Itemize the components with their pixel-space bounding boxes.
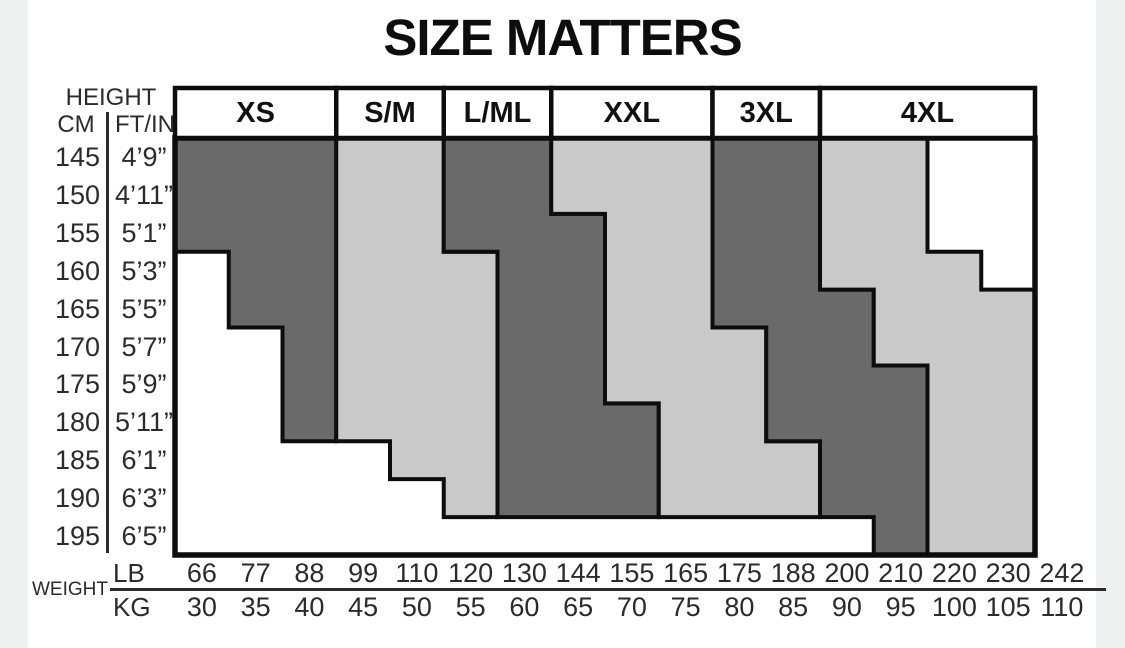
height-ftin-value: 6’5” bbox=[121, 521, 167, 552]
weight-kg-value: 65 bbox=[563, 592, 594, 622]
weight-kg-value: 45 bbox=[348, 592, 379, 622]
height-ftin-value: 6’1” bbox=[121, 445, 167, 476]
height-axis-label: HEIGHT bbox=[65, 84, 157, 111]
height-cm-value: 195 bbox=[54, 521, 100, 552]
weight-lb-value: 144 bbox=[555, 558, 601, 588]
weight-lb-value: 120 bbox=[448, 558, 494, 588]
weight-kg-value: 30 bbox=[186, 592, 217, 622]
weight-kg-value: 40 bbox=[294, 592, 325, 622]
weight-lb-value: 165 bbox=[663, 558, 709, 588]
size-header-cell-4XL bbox=[817, 85, 1038, 141]
weight-lb-value: 155 bbox=[609, 558, 655, 588]
size-header-label-3XL: 3XL bbox=[739, 97, 793, 129]
weight-kg-value: 35 bbox=[240, 592, 271, 622]
height-cm-value: 160 bbox=[54, 255, 100, 286]
size-header-label-L-ML: L/ML bbox=[463, 97, 532, 129]
weight-lb-value: 188 bbox=[770, 558, 816, 588]
weight-lb-value: 175 bbox=[716, 558, 762, 588]
weight-kg-value: 85 bbox=[778, 592, 809, 622]
weight-kg-value: 105 bbox=[985, 592, 1031, 622]
weight-lb-value: 220 bbox=[931, 558, 977, 588]
kg-unit-label: KG bbox=[113, 592, 151, 622]
weight-lb-value: 200 bbox=[824, 558, 870, 588]
height-ftin-value: 6’3” bbox=[121, 483, 167, 514]
height-ftin-value: 5’3” bbox=[121, 255, 167, 286]
weight-kg-value: 90 bbox=[831, 592, 862, 622]
page-edge-strip-right bbox=[1096, 0, 1125, 648]
lb-unit-label: LB bbox=[113, 558, 145, 588]
height-ftin-value: 5’7” bbox=[121, 331, 167, 362]
weight-lb-value: 210 bbox=[878, 558, 924, 588]
height-cm-value: 175 bbox=[54, 369, 100, 400]
weight-kg-value: 55 bbox=[455, 592, 486, 622]
cm-unit-label: CM bbox=[57, 111, 95, 138]
weight-axis-label: WEIGHT bbox=[32, 579, 108, 600]
height-cm-value: 185 bbox=[54, 445, 100, 476]
weight-lb-value: 88 bbox=[294, 558, 325, 588]
height-ftin-value: 5’5” bbox=[121, 293, 167, 324]
weight-lb-value: 66 bbox=[186, 558, 217, 588]
height-cm-value: 155 bbox=[54, 217, 100, 248]
weight-kg-value: 50 bbox=[401, 592, 432, 622]
height-ftin-value: 4’9” bbox=[121, 141, 167, 172]
height-cm-value: 150 bbox=[54, 179, 100, 210]
weight-lb-value: 230 bbox=[985, 558, 1031, 588]
weight-kg-value: 80 bbox=[724, 592, 755, 622]
size-header-label-XXL: XXL bbox=[603, 97, 661, 129]
weight-lb-value: 110 bbox=[395, 558, 439, 588]
page-title: SIZE MATTERS bbox=[383, 9, 742, 66]
size-header-label-S-M: S/M bbox=[364, 97, 416, 129]
weight-kg-value: 75 bbox=[670, 592, 701, 622]
weight-lb-value: 130 bbox=[501, 558, 547, 588]
weight-kg-value: 95 bbox=[885, 592, 916, 622]
page-edge-strip-left bbox=[0, 0, 28, 648]
height-cm-value: 180 bbox=[54, 407, 100, 438]
weight-kg-value: 100 bbox=[931, 592, 977, 622]
ftin-unit-label: FT/IN bbox=[115, 111, 175, 138]
weight-kg-value: 70 bbox=[616, 592, 647, 622]
size-header-label-XS: XS bbox=[236, 97, 275, 129]
cm-ftin-divider-line bbox=[106, 112, 109, 553]
weight-kg-value: 60 bbox=[509, 592, 540, 622]
size-header-label-4XL: 4XL bbox=[900, 97, 955, 129]
lb-kg-fraction-line bbox=[110, 588, 1106, 591]
height-cm-value: 170 bbox=[54, 331, 100, 362]
weight-lb-value: 242 bbox=[1039, 558, 1085, 588]
weight-kg-value: 110 bbox=[1040, 592, 1084, 622]
height-cm-value: 145 bbox=[54, 141, 100, 172]
height-ftin-value: 5’1” bbox=[121, 217, 167, 248]
weight-lb-value: 99 bbox=[348, 558, 379, 588]
size-header-cell-S-M bbox=[334, 85, 446, 141]
height-ftin-value: 4’11” bbox=[114, 179, 174, 210]
height-cm-value: 165 bbox=[54, 293, 100, 324]
weight-lb-value: 77 bbox=[240, 558, 271, 588]
height-ftin-value: 5’11” bbox=[114, 407, 174, 438]
height-cm-value: 190 bbox=[54, 483, 100, 514]
height-ftin-value: 5’9” bbox=[121, 369, 167, 400]
